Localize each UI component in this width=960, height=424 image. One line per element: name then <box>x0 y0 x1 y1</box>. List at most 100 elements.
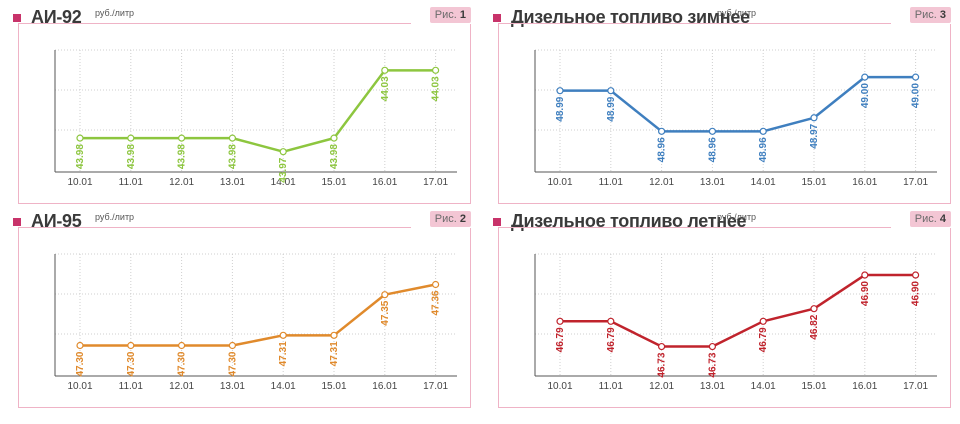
data-point <box>658 127 666 135</box>
data-point <box>127 134 135 142</box>
data-point <box>708 342 716 351</box>
series-line <box>560 273 916 348</box>
x-tick-label: 14.01 <box>751 177 776 188</box>
line-chart: 10.01 11.01 12.01 13.01 14.01 15.01 16.01 17.01… <box>534 253 937 392</box>
data-point <box>708 127 716 135</box>
data-label: 49.00 <box>860 83 871 108</box>
data-label: 46.73 <box>657 352 668 377</box>
x-tick-label: 11.01 <box>119 177 144 188</box>
data-label: 47.31 <box>329 341 340 366</box>
x-tick-label: 17.01 <box>903 381 928 392</box>
title-bullet-icon <box>493 218 501 226</box>
data-point <box>381 66 389 74</box>
data-point <box>381 291 389 299</box>
x-tick-label: 10.01 <box>547 381 572 392</box>
data-label: 46.79 <box>758 327 769 352</box>
data-label: 47.36 <box>431 290 442 315</box>
data-point <box>861 271 869 279</box>
chart-panel-ai92: АИ-92 руб./литр Рис. 1 10.01 11.01 12.01 13.01… <box>10 2 473 205</box>
chart-title: АИ-92 <box>31 7 82 27</box>
frame-top-line <box>498 227 891 228</box>
data-label: 46.79 <box>555 327 566 352</box>
chart-unit: руб./литр <box>95 8 135 18</box>
figure-label: Рис. 2 <box>429 211 471 227</box>
chart-panel-diesel-summer: Дизельное топливо летнее руб./литр Рис. 4 1… <box>490 206 953 409</box>
figure-label: Рис. 3 <box>909 7 951 23</box>
chart-frame <box>18 228 471 408</box>
line-chart: 10.01 11.01 12.01 13.01 14.01 15.01 16.01 17.01… <box>534 49 937 188</box>
data-point <box>759 127 767 135</box>
series-line <box>80 283 436 347</box>
data-point <box>432 66 440 74</box>
series-line <box>560 75 916 133</box>
data-label: 46.90 <box>911 281 922 306</box>
data-label: 49.00 <box>911 83 922 108</box>
data-point <box>607 87 615 95</box>
data-point <box>810 114 818 122</box>
x-tick-label: 10.01 <box>547 177 572 188</box>
chart-frame <box>498 228 951 408</box>
x-tick-label: 12.01 <box>169 177 194 188</box>
x-tick-label: 11.01 <box>119 381 144 392</box>
data-label: 47.35 <box>380 300 391 325</box>
data-point <box>658 342 666 351</box>
title-bullet-icon <box>13 218 21 226</box>
data-label: 48.99 <box>606 96 617 121</box>
data-label: 48.96 <box>707 137 718 162</box>
data-label: 44.03 <box>431 76 442 101</box>
chart-panel-diesel-winter: Дизельное топливо зимнее руб./литр Рис. 3 1… <box>490 2 953 205</box>
data-point <box>556 87 564 95</box>
x-tick-label: 15.01 <box>321 381 346 392</box>
x-tick-label: 11.01 <box>599 177 624 188</box>
frame-top-line <box>498 23 891 24</box>
data-label: 43.97 <box>278 157 289 182</box>
x-tick-label: 16.01 <box>852 381 877 392</box>
x-tick-label: 11.01 <box>599 381 624 392</box>
data-label: 43.98 <box>329 144 340 169</box>
data-label: 48.97 <box>809 123 820 148</box>
x-tick-label: 13.01 <box>220 177 245 188</box>
data-label: 43.98 <box>177 144 188 169</box>
chart-unit: руб./литр <box>717 8 757 18</box>
x-tick-label: 17.01 <box>423 381 448 392</box>
data-point <box>330 331 338 339</box>
x-tick-label: 12.01 <box>649 177 674 188</box>
x-tick-label: 15.01 <box>801 381 826 392</box>
data-point <box>228 341 236 350</box>
x-tick-label: 10.01 <box>67 381 92 392</box>
chart-title: Дизельное топливо летнее <box>511 211 747 231</box>
chart-panel-ai95: АИ-95 руб./литр Рис. 2 10.01 11.01 12.01 13.01… <box>10 206 473 409</box>
x-tick-label: 17.01 <box>903 177 928 188</box>
x-tick-label: 12.01 <box>649 381 674 392</box>
x-tick-label: 10.01 <box>67 177 92 188</box>
x-tick-label: 13.01 <box>700 177 725 188</box>
data-label: 47.30 <box>126 351 137 376</box>
data-point <box>432 280 440 289</box>
data-point <box>759 317 767 325</box>
data-label: 46.90 <box>860 281 871 306</box>
line-chart: 10.01 11.01 12.01 13.01 14.01 15.01 16.01 17.01… <box>54 49 457 188</box>
data-point <box>228 134 236 142</box>
data-point <box>861 73 869 81</box>
title-bullet-icon <box>13 14 21 22</box>
series-line <box>80 69 436 153</box>
data-label: 44.03 <box>380 76 391 101</box>
data-label: 47.30 <box>75 351 86 376</box>
data-label: 48.99 <box>555 96 566 121</box>
data-point <box>279 148 287 156</box>
x-tick-label: 13.01 <box>220 381 245 392</box>
x-tick-label: 14.01 <box>271 177 296 188</box>
x-tick-label: 16.01 <box>372 381 397 392</box>
data-label: 43.98 <box>126 144 137 169</box>
figure-label: Рис. 1 <box>429 7 471 23</box>
data-point <box>330 134 338 142</box>
data-point <box>810 305 818 313</box>
data-label: 48.96 <box>758 137 769 162</box>
chart-title: Дизельное топливо зимнее <box>511 7 750 27</box>
data-point <box>76 134 84 142</box>
data-label: 47.30 <box>227 351 238 376</box>
x-tick-label: 15.01 <box>801 177 826 188</box>
data-label: 43.98 <box>75 144 86 169</box>
line-chart: 10.01 11.01 12.01 13.01 14.01 15.01 16.01 17.01… <box>54 253 457 392</box>
figure-label: Рис. 4 <box>909 211 951 227</box>
